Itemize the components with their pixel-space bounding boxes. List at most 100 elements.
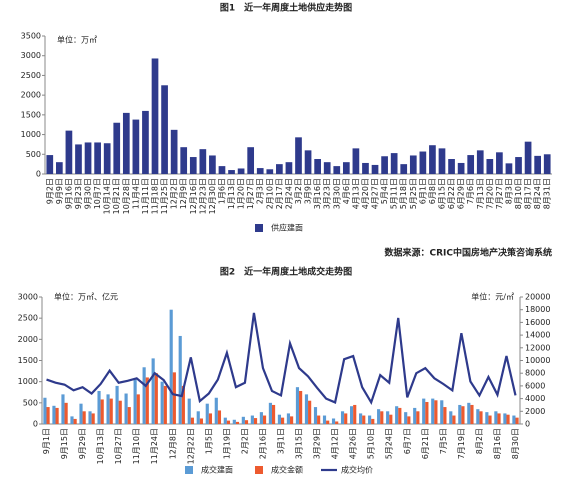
x-tick-label: 6月1日: [418, 178, 427, 204]
bar: [295, 137, 302, 174]
x-tick-label: 11月25日: [160, 178, 169, 214]
bar: [299, 390, 303, 424]
bar: [389, 414, 393, 424]
bar: [390, 153, 398, 174]
price-line: [46, 312, 517, 406]
y-tick-label: 2000: [18, 335, 38, 344]
y-tick-label: 2500: [21, 71, 41, 80]
bar: [304, 150, 312, 174]
legend-swatch: [185, 466, 193, 474]
x-tick-label: 5月24日: [385, 428, 394, 459]
bar: [381, 156, 388, 174]
bar: [286, 413, 291, 424]
bar: [55, 407, 59, 424]
y2-tick-label: 0: [525, 420, 530, 429]
bar: [79, 403, 83, 424]
bar: [340, 411, 345, 424]
bar: [440, 400, 444, 424]
x-tick-label: 8月10日: [514, 178, 523, 209]
bar: [64, 402, 68, 424]
x-tick-label: 4月20日: [361, 178, 370, 209]
bar: [488, 415, 492, 424]
x-tick-label: 10月28日: [122, 178, 131, 214]
bar: [235, 421, 240, 424]
x-tick-label: 7月6日: [466, 178, 475, 204]
x-tick-label: 10月13日: [96, 428, 105, 464]
bar: [458, 404, 462, 424]
bar: [70, 416, 74, 424]
x-tick-label: 9月9日: [55, 178, 64, 204]
x-tick-label: 12月8日: [168, 428, 177, 459]
bar: [409, 155, 417, 174]
chart-title: 图1 近一年周度土地供应走势图: [220, 2, 352, 14]
bar: [266, 169, 274, 174]
bar: [178, 335, 182, 424]
bar: [124, 393, 128, 424]
x-tick-label: 11月18日: [151, 178, 160, 214]
bar: [118, 400, 122, 424]
bar: [276, 164, 283, 174]
y-tick-label: 500: [26, 150, 41, 159]
y2-tick-label: 4000: [525, 394, 545, 403]
bar: [479, 411, 483, 424]
x-tick-label: 6月8日: [428, 178, 437, 204]
bar: [214, 397, 218, 424]
bar: [73, 418, 77, 424]
x-tick-label: 10月27日: [114, 428, 123, 464]
x-tick-label: 3月15日: [295, 428, 304, 459]
x-tick-label: 9月2日: [45, 178, 54, 204]
bar: [190, 417, 194, 424]
bar: [323, 162, 331, 174]
bar: [434, 400, 438, 424]
bar: [91, 413, 95, 424]
bar: [534, 155, 541, 174]
bar: [84, 142, 92, 174]
bar: [496, 152, 503, 174]
bar: [154, 373, 158, 424]
x-tick-label: 1月19日: [222, 428, 231, 459]
bar: [196, 411, 200, 424]
bar: [161, 85, 168, 174]
x-tick-label: 10月14日: [103, 178, 112, 214]
bar: [232, 419, 236, 424]
x-tick-label: 6月15日: [437, 178, 446, 209]
x-tick-label: 12月16日: [189, 178, 198, 214]
x-tick-label: 2月10日: [265, 178, 274, 209]
bar: [97, 390, 101, 424]
bar: [467, 155, 475, 174]
bar: [503, 413, 507, 424]
x-tick-label: 2月17日: [275, 178, 284, 209]
bar: [145, 377, 149, 424]
bar: [127, 407, 131, 424]
bar: [308, 400, 312, 424]
bar: [281, 417, 285, 424]
legend-swatch: [255, 466, 263, 474]
x-tick-label: 6月22日: [447, 178, 456, 209]
bar: [151, 58, 159, 174]
bar: [505, 163, 513, 174]
bar: [419, 151, 427, 174]
y2-tick-label: 2000: [525, 407, 545, 416]
y-tick-label: 2500: [18, 314, 38, 323]
bar: [353, 404, 357, 424]
bar: [524, 141, 532, 174]
bar: [61, 394, 65, 424]
bar: [187, 398, 191, 424]
bar: [362, 162, 369, 174]
bar: [56, 162, 63, 174]
bar: [208, 413, 213, 424]
source-note: 数据来源：CRIC中国房地产决策咨询系统: [385, 247, 553, 259]
y-tick-label: 3500: [21, 32, 41, 41]
bar: [422, 398, 426, 424]
x-tick-label: 1月5日: [204, 428, 213, 454]
bar: [362, 415, 366, 424]
bar: [259, 412, 263, 424]
x-tick-label: 1月6日: [217, 178, 226, 204]
x-tick-label: 7月20日: [485, 178, 494, 209]
x-tick-label: 6月7日: [403, 428, 412, 454]
y2-tick-label: 8000: [525, 369, 545, 378]
x-tick-label: 2月3日: [256, 178, 265, 204]
bar: [438, 148, 446, 174]
bar: [380, 411, 384, 424]
bar: [268, 402, 272, 424]
